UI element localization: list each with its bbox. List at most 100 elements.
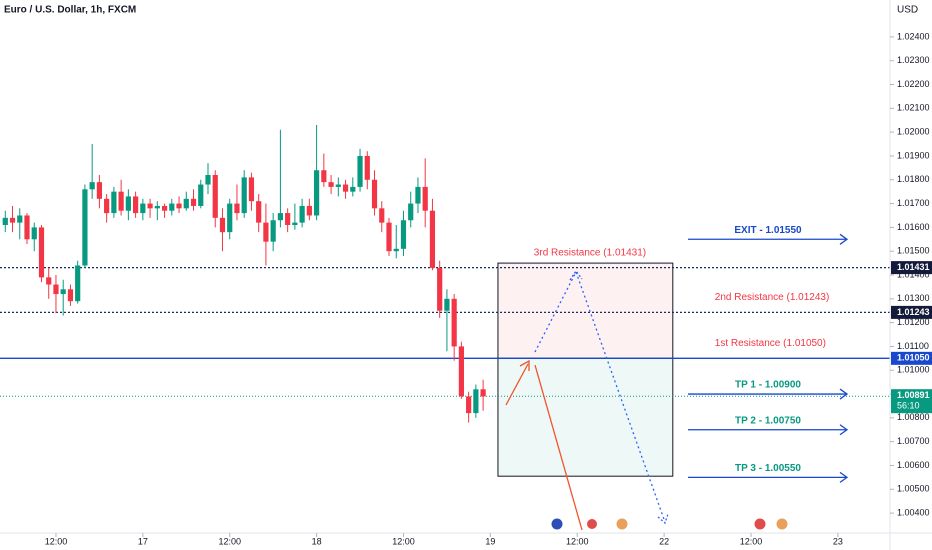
target-arrow-head bbox=[839, 233, 849, 245]
resistance-label: 1st Resistance (1.01050) bbox=[715, 338, 826, 349]
candle-body bbox=[147, 203, 153, 209]
candle-body bbox=[60, 289, 66, 295]
target-label: TP 2 - 1.00750 bbox=[735, 415, 801, 426]
plot-area: 3rd Resistance (1.01431) 2nd Resistance (… bbox=[0, 125, 890, 483]
candle-body bbox=[408, 203, 414, 221]
candle-body bbox=[306, 205, 312, 216]
candle-body bbox=[379, 208, 385, 223]
candle-body bbox=[328, 182, 334, 187]
candle-body bbox=[285, 213, 291, 225]
arrow-head bbox=[519, 359, 530, 371]
candle-body bbox=[248, 177, 255, 202]
y-tick-label: 1.02000 bbox=[897, 127, 930, 137]
candle-body bbox=[75, 265, 81, 302]
candle-body bbox=[473, 389, 479, 414]
candle-body bbox=[169, 203, 175, 211]
candle-body bbox=[53, 284, 59, 295]
candle-body bbox=[386, 222, 392, 252]
target-arrow-head bbox=[839, 388, 849, 400]
price-tag-label: 1.01050 bbox=[897, 353, 930, 363]
event-icons bbox=[551, 518, 788, 530]
y-tick-label: 1.01100 bbox=[897, 341, 929, 351]
y-tick-label: 1.01000 bbox=[897, 365, 930, 375]
candle-body bbox=[89, 182, 95, 190]
candle-body bbox=[321, 170, 327, 183]
candle-body bbox=[241, 177, 247, 214]
us-flag-icon bbox=[754, 518, 766, 530]
x-tick-label: 12:00 bbox=[218, 536, 241, 546]
candle-body bbox=[292, 222, 298, 225]
candle-body bbox=[205, 175, 211, 185]
candle-body bbox=[118, 191, 124, 211]
resistance-label: 2nd Resistance (1.01243) bbox=[715, 292, 830, 303]
candle-body bbox=[140, 203, 146, 214]
candle-body bbox=[190, 198, 197, 206]
target-label: TP 1 - 1.00900 bbox=[735, 380, 801, 391]
candle-body bbox=[9, 217, 16, 223]
candle-body bbox=[444, 298, 450, 311]
candle-body bbox=[227, 203, 233, 233]
candle-body bbox=[466, 396, 472, 414]
candle-body bbox=[111, 191, 117, 214]
price-tag bbox=[891, 305, 932, 319]
candle-body bbox=[335, 184, 341, 187]
y-tick-label: 1.00600 bbox=[897, 460, 930, 470]
candle-body bbox=[176, 203, 182, 209]
y-tick-label: 1.01500 bbox=[897, 246, 930, 256]
y-tick-label: 1.00700 bbox=[897, 436, 930, 446]
target-label: EXIT - 1.01550 bbox=[734, 225, 802, 236]
candle-body bbox=[17, 215, 23, 223]
target-label: TP 3 - 1.00550 bbox=[735, 463, 801, 474]
y-tick-label: 1.01800 bbox=[897, 174, 930, 184]
x-tick-label: 23 bbox=[833, 536, 843, 546]
x-tick-label: 19 bbox=[485, 536, 495, 546]
candle-body bbox=[219, 217, 226, 233]
x-tick-label: 12:00 bbox=[566, 536, 589, 546]
y-tick-label: 1.01600 bbox=[897, 222, 930, 232]
us-flag-icon bbox=[586, 518, 598, 530]
candle-body bbox=[133, 196, 139, 214]
candle-body bbox=[422, 186, 428, 211]
candle-body bbox=[429, 210, 436, 268]
x-tick-label: 12:00 bbox=[45, 536, 68, 546]
candle-body bbox=[96, 182, 103, 199]
y-tick-label: 1.00400 bbox=[897, 507, 930, 517]
candle-body bbox=[277, 213, 284, 221]
target-arrow-head bbox=[839, 471, 849, 483]
current-price-tag bbox=[891, 389, 932, 414]
y-tick-label: 1.01900 bbox=[897, 150, 930, 160]
candle-body bbox=[263, 222, 269, 242]
candle-body bbox=[234, 203, 240, 214]
candle-body bbox=[364, 155, 370, 180]
price-tag bbox=[891, 351, 932, 365]
y-tick-label: 1.01200 bbox=[897, 317, 930, 327]
x-tick-label: 18 bbox=[312, 536, 322, 546]
us-flag-icon bbox=[616, 518, 628, 530]
candle-body bbox=[270, 220, 276, 242]
candle-body bbox=[82, 189, 88, 266]
candle-body bbox=[393, 248, 399, 252]
chart-title: Euro / U.S. Dollar, 1h, FXCM bbox=[4, 5, 136, 16]
candle-body bbox=[2, 217, 8, 225]
candle-body bbox=[198, 184, 204, 206]
target-arrow-head bbox=[839, 424, 849, 436]
y-tick-label: 1.01700 bbox=[897, 198, 930, 208]
candle-body bbox=[154, 205, 160, 209]
candle-body bbox=[125, 196, 131, 211]
candle-body bbox=[314, 170, 320, 216]
eu-flag-icon bbox=[551, 518, 563, 530]
candle-body bbox=[371, 179, 378, 209]
price-tag-label: 1.01243 bbox=[897, 307, 930, 317]
candle-body bbox=[458, 346, 464, 397]
x-tick-label: 17 bbox=[138, 536, 148, 546]
candle-body bbox=[400, 220, 407, 249]
arrow-head bbox=[657, 513, 669, 525]
y-tick-label: 1.01400 bbox=[897, 269, 930, 279]
candle-body bbox=[256, 201, 262, 223]
candle-body bbox=[451, 298, 457, 347]
y-tick-label: 1.00800 bbox=[897, 412, 930, 422]
candle-body bbox=[350, 186, 356, 192]
candle-body bbox=[31, 227, 37, 240]
